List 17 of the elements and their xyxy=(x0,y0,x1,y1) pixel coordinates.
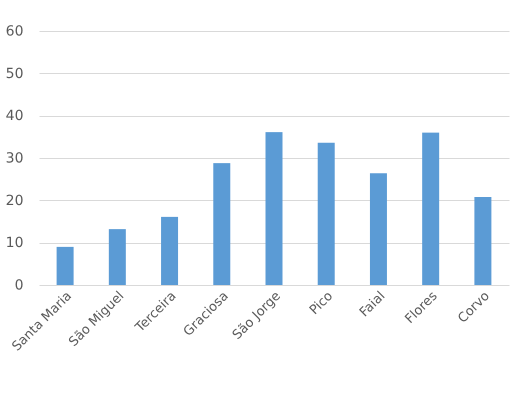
y-tick-label: 20 xyxy=(6,192,24,209)
bar xyxy=(318,142,335,285)
bar xyxy=(370,173,387,285)
y-tick-label: 50 xyxy=(6,66,24,82)
bar xyxy=(213,163,230,285)
y-tick-label: 60 xyxy=(6,24,24,40)
bar xyxy=(56,246,74,285)
y-tick-label: 10 xyxy=(6,235,24,252)
y-tick-label: 0 xyxy=(14,278,24,294)
x-tick-label: Pico xyxy=(306,288,336,318)
bar xyxy=(422,132,440,285)
bar xyxy=(161,216,178,285)
y-tick-label: 40 xyxy=(6,108,24,124)
bar xyxy=(266,132,282,285)
bar xyxy=(108,229,126,285)
bar xyxy=(474,196,492,285)
y-tick-label: 30 xyxy=(6,150,24,166)
